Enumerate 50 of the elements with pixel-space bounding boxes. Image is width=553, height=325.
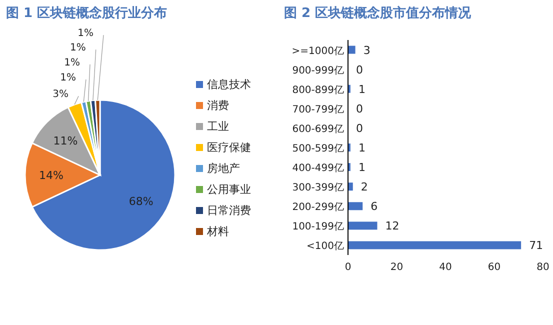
x-tick-label: 80 — [536, 262, 550, 273]
data-label: 0 — [356, 63, 363, 76]
x-tick-label: 20 — [390, 262, 404, 273]
legend-label: 公用事业 — [207, 183, 251, 196]
x-tick-label: 60 — [488, 262, 501, 273]
data-label: 1 — [358, 82, 366, 96]
bar — [348, 202, 363, 210]
legend-label: 信息技术 — [207, 78, 251, 91]
y-tick-label: <100亿 — [306, 241, 344, 252]
data-label: 12 — [385, 220, 400, 233]
bar — [348, 46, 356, 54]
y-tick-label: 600-699亿 — [292, 124, 344, 135]
data-label: 71 — [529, 239, 544, 252]
x-tick-label: 0 — [344, 262, 352, 273]
data-label: 3% — [52, 89, 69, 100]
data-label: 14% — [39, 169, 64, 182]
y-tick-label: >=1000亿 — [292, 46, 344, 57]
chart-title: 图 2 区块链概念股市值分布情况 — [284, 5, 472, 21]
legend-label: 房地产 — [207, 162, 240, 175]
chart-title: 图 1 区块链概念股行业分布 — [6, 6, 168, 21]
data-label: 1 — [358, 161, 366, 174]
y-tick-label: 100-199亿 — [292, 222, 344, 233]
y-tick-label: 400-499亿 — [292, 163, 344, 174]
x-tick-label: 40 — [439, 262, 452, 273]
data-label: 68% — [128, 195, 154, 208]
y-tick-label: 900-999亿 — [292, 65, 344, 76]
data-label: 11% — [53, 134, 78, 148]
legend-label: 日常消费 — [207, 204, 251, 217]
legend-label: 材料 — [206, 225, 229, 238]
data-label: 0 — [356, 122, 363, 135]
data-label: 3 — [363, 44, 370, 57]
data-label: 1% — [70, 42, 86, 54]
data-label: 6 — [370, 200, 378, 214]
data-label: 1% — [64, 57, 80, 68]
bar — [348, 222, 378, 230]
data-label: 0 — [356, 102, 363, 116]
legend-label: 工业 — [207, 120, 229, 133]
legend-label: 消费 — [207, 99, 229, 112]
data-label: 1% — [60, 72, 76, 84]
bar — [348, 182, 353, 191]
data-label: 2 — [360, 180, 368, 194]
data-label: 1% — [78, 28, 94, 40]
y-tick-label: 800-899亿 — [292, 84, 344, 96]
y-tick-label: 200-299亿 — [292, 202, 344, 214]
y-tick-label: 300-399亿 — [292, 182, 344, 194]
bar — [348, 241, 522, 250]
legend-label: 医疗保健 — [207, 141, 251, 154]
y-tick-label: 500-599亿 — [292, 144, 344, 154]
y-tick-label: 700-799亿 — [292, 104, 344, 116]
data-label: 1 — [358, 142, 366, 154]
